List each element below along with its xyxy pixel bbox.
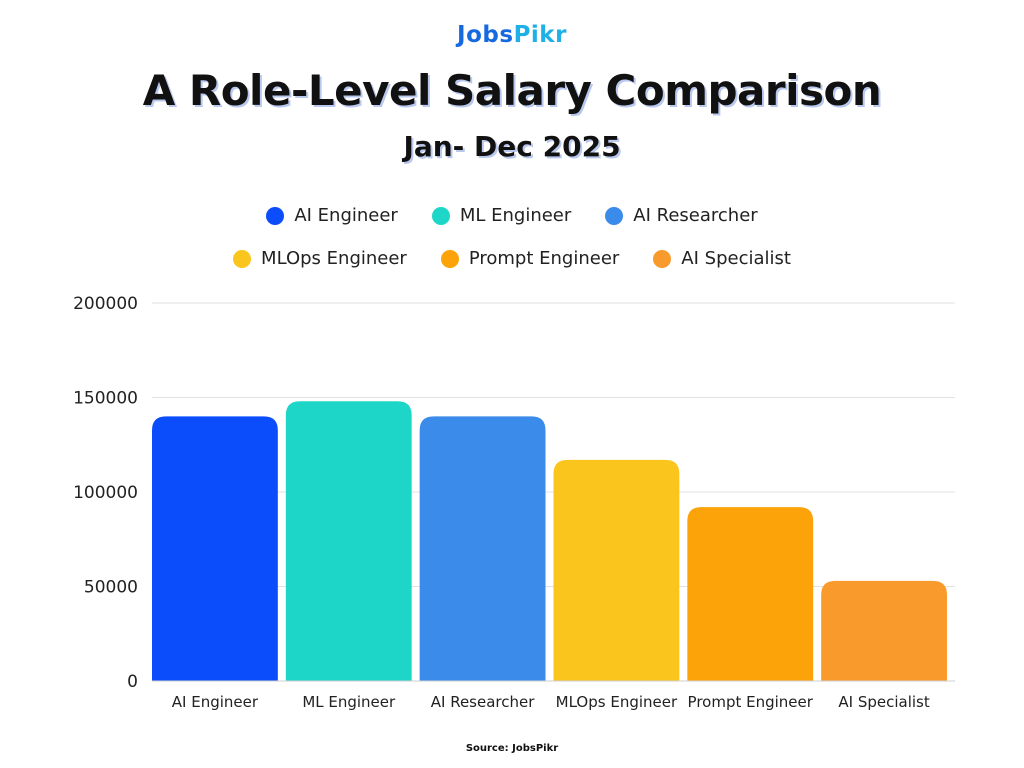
x-tick-label: AI Researcher: [431, 693, 535, 711]
legend-swatch: [266, 206, 285, 225]
bar: [687, 507, 814, 681]
source-note: Source: JobsPikr: [465, 743, 559, 754]
x-tick-label: AI Specialist: [838, 693, 929, 711]
y-tick-label: 100000: [73, 483, 138, 503]
y-tick-label: 150000: [73, 389, 138, 409]
legend-label: AI Engineer: [294, 205, 398, 226]
legend-item: AI Researcher: [605, 205, 758, 226]
bar: [285, 401, 412, 681]
legend-label: AI Specialist: [681, 248, 791, 269]
legend-label: AI Researcher: [633, 205, 758, 226]
bar: [152, 416, 278, 681]
bar: [419, 416, 546, 681]
y-tick-label: 0: [127, 672, 138, 692]
y-tick-label: 200000: [73, 294, 138, 314]
x-tick-label: Prompt Engineer: [688, 693, 814, 711]
chart-subtitle: Jan- Dec 2025: [403, 130, 621, 163]
legend-item: AI Specialist: [653, 248, 791, 269]
legend-swatch: [440, 249, 459, 268]
bar: [553, 459, 680, 681]
legend-swatch: [605, 206, 624, 225]
legend-item: Prompt Engineer: [440, 248, 620, 269]
logo-part-1: Jobs: [457, 22, 514, 48]
x-tick-label: AI Engineer: [172, 693, 259, 711]
bar: [821, 580, 947, 681]
chart-legend: AI Engineer ML Engineer AI Researcher MLOps…: [0, 205, 1024, 269]
logo-part-2: Pikr: [513, 22, 567, 48]
legend-label: Prompt Engineer: [468, 248, 620, 269]
legend-label: ML Engineer: [459, 205, 572, 226]
chart-title: A Role-Level Salary Comparison: [142, 66, 882, 115]
x-tick-label: MLOps Engineer: [556, 693, 678, 711]
legend-item: ML Engineer: [431, 205, 572, 226]
y-tick-label: 50000: [84, 578, 138, 598]
x-tick-label: ML Engineer: [302, 693, 396, 711]
legend-item: AI Engineer: [266, 205, 398, 226]
legend-swatch: [431, 206, 450, 225]
legend-item: MLOps Engineer: [233, 248, 407, 269]
legend-swatch: [233, 249, 252, 268]
brand-logo: JobsPikr: [0, 22, 1024, 48]
legend-swatch: [653, 249, 672, 268]
legend-label: MLOps Engineer: [261, 248, 407, 269]
